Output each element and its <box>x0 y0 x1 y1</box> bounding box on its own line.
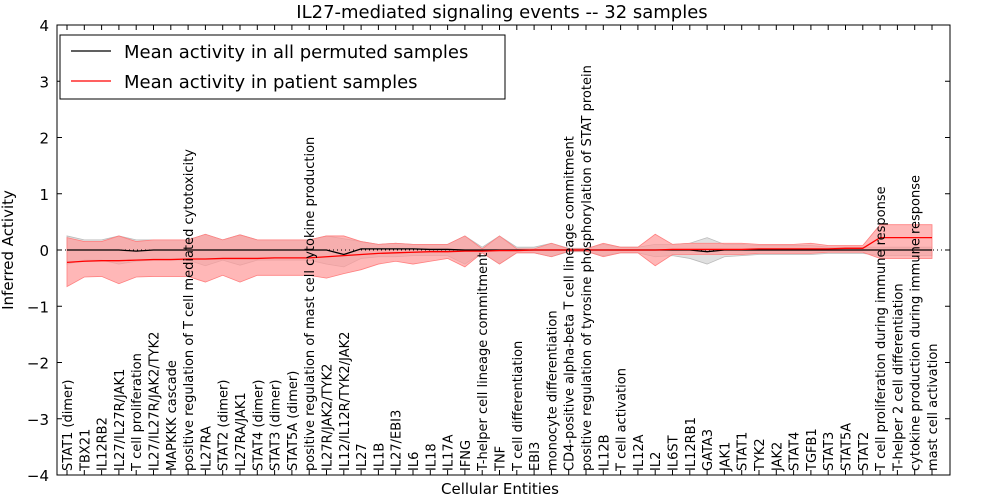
x-tick-label: IL18 <box>424 443 439 471</box>
x-tick-label: STAT2 (dimer) <box>217 380 232 471</box>
x-tick-label: STAT5A (dimer) <box>286 371 301 471</box>
x-tick-label: T-helper 2 cell differentiation <box>891 283 906 472</box>
y-tick-label: −2 <box>27 355 49 373</box>
x-tick-label: TYK2 <box>753 438 768 472</box>
x-tick-label: JAK1 <box>718 442 733 472</box>
x-tick-label: positive regulation of T cell mediated c… <box>182 149 197 471</box>
x-tick-label: IL1B <box>372 443 387 471</box>
legend-label-permuted: Mean activity in all permuted samples <box>124 42 468 63</box>
x-tick-label: TNF <box>494 446 509 472</box>
x-axis-label: Cellular Entities <box>441 480 559 498</box>
x-tick-label: IL6 <box>407 452 422 471</box>
x-tick-label: STAT1 (dimer) <box>61 380 76 471</box>
y-tick-label: 3 <box>39 73 49 91</box>
x-tick-label: positive regulation of mast cell cytokin… <box>303 137 318 471</box>
x-tick-label: STAT3 (dimer) <box>269 380 284 471</box>
x-tick-label: IL27/IL27R/JAK2/TYK2 <box>148 332 163 471</box>
x-tick-label: IL12/IL12R/TYK2/JAK2 <box>338 332 353 471</box>
x-tick-label: CD4-positive alpha-beta T cell lineage c… <box>563 136 578 471</box>
x-tick-label: IL27R/JAK2/TYK2 <box>321 364 336 471</box>
y-tick-label: 1 <box>39 186 49 204</box>
legend: Mean activity in all permuted samples Me… <box>59 34 506 100</box>
series-line-patient <box>66 236 932 264</box>
y-tick-label: −4 <box>27 467 49 485</box>
x-tick-label: JAK2 <box>770 442 785 472</box>
y-tick-label: −1 <box>27 298 49 316</box>
x-tick-label: IL27 <box>355 443 370 471</box>
x-tick-label: GATA3 <box>701 429 716 471</box>
x-tick-label: monocyte differentiation <box>545 310 560 471</box>
x-tick-label: IL12B <box>597 434 612 471</box>
x-tick-label: T cell activation <box>615 368 630 472</box>
y-tick-label: 0 <box>39 242 49 260</box>
y-tick-label: 4 <box>39 17 49 35</box>
legend-label-patient: Mean activity in patient samples <box>124 72 418 93</box>
x-tick-label: IL6ST <box>667 435 682 471</box>
x-tick-label: IL17A <box>442 434 457 471</box>
x-tick-label: TBX21 <box>78 429 93 472</box>
x-tick-label: T cell proliferation during immune respo… <box>874 186 889 472</box>
x-tick-label: MAPKKK cascade <box>165 360 180 471</box>
x-tick-label: IL12RB2 <box>96 417 111 471</box>
x-tick-label: EBI3 <box>528 442 543 471</box>
y-tick-label: −3 <box>27 411 49 429</box>
x-tick-label: TGFB1 <box>805 428 820 472</box>
x-tick-label: STAT1 <box>736 432 751 471</box>
x-tick-label: T cell proliferation <box>130 353 145 472</box>
x-tick-label: IL27/EBI3 <box>390 410 405 471</box>
x-tick-label: IL12RB1 <box>684 417 699 471</box>
x-tick-label: STAT3 <box>822 432 837 471</box>
x-tick-label: IL27RA/JAK1 <box>234 392 249 471</box>
x-tick-label: STAT5A <box>840 423 855 471</box>
y-tick-label: 2 <box>39 130 49 148</box>
x-tick-label: IL2 <box>649 452 664 471</box>
x-tick-label: STAT4 <box>788 432 803 471</box>
chart-title: IL27-mediated signaling events -- 32 sam… <box>296 2 707 23</box>
x-tick-label: STAT4 (dimer) <box>251 380 266 471</box>
x-tick-label: cytokine production during immune respon… <box>909 175 924 471</box>
x-tick-label: mast cell activation <box>926 343 941 471</box>
x-tick-label: IL12A <box>632 434 647 471</box>
x-tick-label: T cell differentiation <box>511 341 526 472</box>
x-tick-label: positive regulation of tyrosine phosphor… <box>580 65 595 471</box>
confidence-band-patient <box>66 224 933 288</box>
x-tick-label: IFNG <box>459 440 474 471</box>
x-tick-label: IL27/IL27R/JAK1 <box>113 369 128 471</box>
y-axis-label: Inferred Activity <box>0 190 17 310</box>
x-tick-label: T-helper cell lineage commitment <box>476 253 491 472</box>
x-tick-label: IL27RA <box>199 426 214 471</box>
x-tick-label: STAT2 <box>857 432 872 471</box>
